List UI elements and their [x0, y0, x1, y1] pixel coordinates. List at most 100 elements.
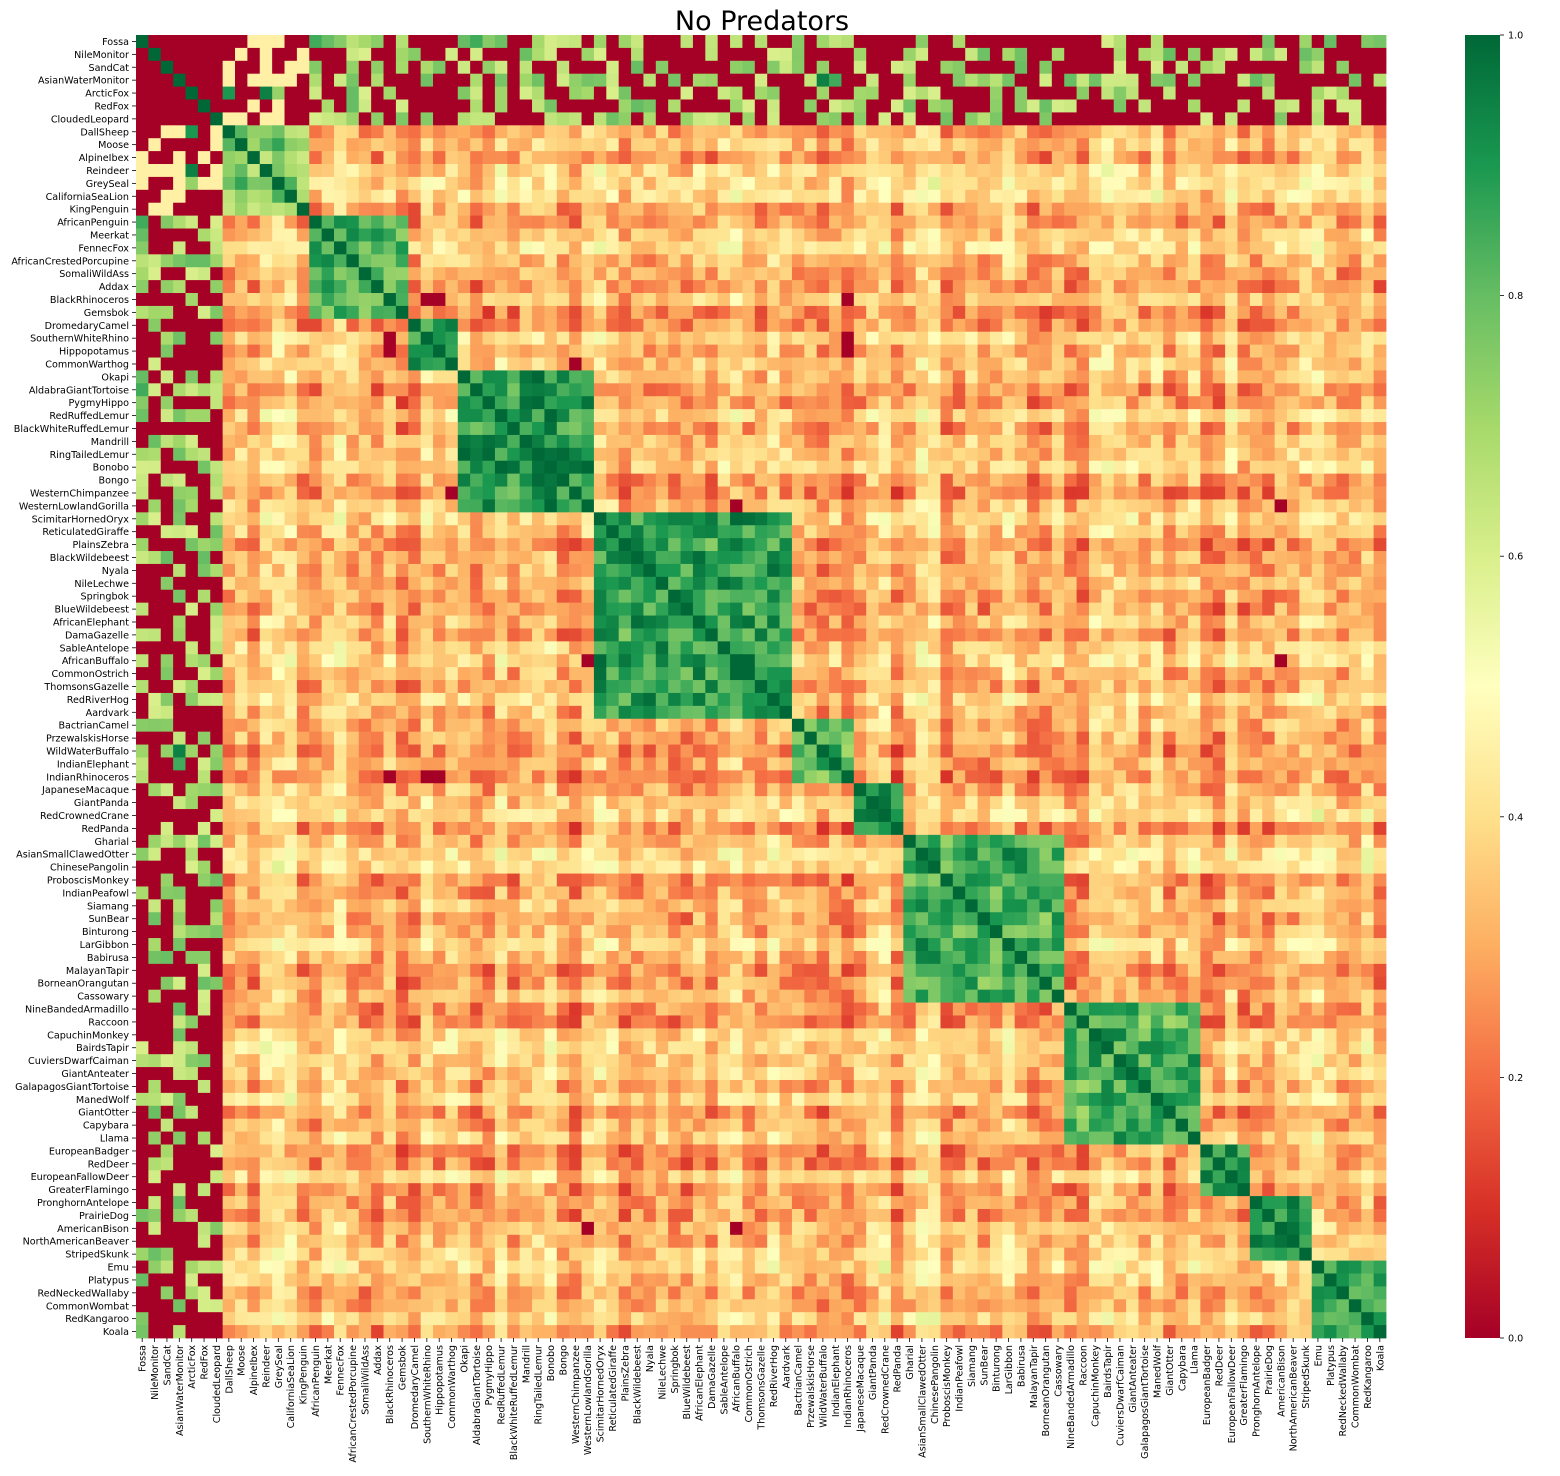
heatmap-cell [185, 409, 199, 423]
heatmap-cell [532, 305, 545, 320]
heatmap-cell [1027, 241, 1040, 255]
heatmap-cell [235, 241, 248, 255]
heatmap-cell [247, 47, 261, 62]
heatmap-cell [197, 280, 211, 294]
heatmap-cell [1101, 409, 1115, 423]
heatmap-cell [1002, 551, 1016, 565]
heatmap-cell [1237, 383, 1251, 397]
heatmap-cell [296, 60, 310, 75]
heatmap-cell [1237, 589, 1251, 604]
heatmap-cell [1200, 370, 1214, 384]
heatmap-cell [1175, 228, 1189, 242]
heatmap-cell [829, 538, 842, 552]
heatmap-cell [136, 293, 149, 307]
heatmap-cell [829, 228, 842, 242]
heatmap-cell [767, 576, 780, 591]
heatmap-cell [1274, 241, 1288, 255]
heatmap-cell [1274, 486, 1288, 500]
heatmap-cell [1101, 47, 1115, 62]
heatmap-cell [717, 60, 731, 75]
heatmap-cell [1027, 305, 1040, 320]
heatmap-cell [371, 73, 384, 88]
heatmap-cell [148, 460, 162, 475]
heatmap-cell [197, 602, 211, 616]
heatmap-cell [816, 176, 830, 191]
heatmap-cell [136, 254, 149, 268]
heatmap-cell [185, 189, 199, 204]
heatmap-cell [1014, 383, 1028, 397]
heatmap-cell [816, 318, 830, 333]
heatmap-cell [1138, 60, 1152, 75]
heatmap-cell [136, 228, 149, 242]
heatmap-cell [1200, 125, 1214, 139]
heatmap-cell [903, 563, 917, 578]
heatmap-cell [272, 293, 285, 307]
heatmap-cell [1299, 35, 1313, 49]
heatmap-cell [1150, 176, 1164, 191]
heatmap-cell [903, 589, 917, 604]
heatmap-cell [185, 60, 199, 75]
heatmap-cell [420, 35, 434, 49]
heatmap-cell [334, 35, 347, 49]
heatmap-cell [878, 60, 892, 75]
heatmap-cell [618, 60, 632, 75]
heatmap-cell [334, 331, 347, 346]
heatmap-cell [1212, 293, 1226, 307]
heatmap-cell [346, 486, 360, 500]
heatmap-cell [1336, 357, 1350, 371]
heatmap-cell [148, 615, 162, 629]
heatmap-cell [519, 576, 533, 591]
heatmap-cell [272, 318, 285, 333]
heatmap-cell [235, 318, 248, 333]
heatmap-cell [1014, 47, 1028, 62]
heatmap-cell [915, 551, 929, 565]
heatmap-cell [259, 86, 273, 100]
heatmap-cell [1150, 305, 1164, 320]
heatmap-cell [989, 370, 1003, 384]
heatmap-cell [618, 344, 632, 358]
heatmap-cell [272, 99, 285, 113]
heatmap-cell [1324, 370, 1337, 384]
heatmap-cell [928, 473, 941, 487]
heatmap-cell [197, 151, 211, 165]
heatmap-cell [655, 667, 669, 681]
heatmap-cell [965, 499, 978, 513]
heatmap-cell [816, 151, 830, 165]
heatmap-cell [482, 60, 496, 75]
heatmap-cell [433, 176, 446, 191]
heatmap-cell [569, 267, 582, 281]
heatmap-cell [420, 357, 434, 371]
heatmap-cell [1311, 589, 1325, 604]
heatmap-cell [1064, 589, 1077, 604]
heatmap-cell [940, 589, 954, 604]
heatmap-cell [1311, 189, 1325, 204]
heatmap-cell [334, 344, 347, 358]
heatmap-cell [197, 215, 211, 229]
heatmap-cell [903, 47, 917, 62]
heatmap-cell [272, 112, 285, 126]
heatmap-cell [309, 254, 323, 268]
heatmap-cell [272, 409, 285, 423]
heatmap-cell [1002, 202, 1016, 217]
heatmap-cell [1200, 396, 1214, 410]
heatmap-cell [680, 486, 694, 500]
heatmap-cell [668, 35, 681, 49]
heatmap-cell [420, 176, 434, 191]
heatmap-cell [705, 138, 719, 152]
heatmap-cell [1002, 305, 1016, 320]
heatmap-cell [915, 654, 929, 668]
heatmap-cell [655, 589, 669, 604]
heatmap-cell [668, 628, 681, 642]
heatmap-cell [977, 344, 991, 358]
heatmap-cell [1076, 370, 1090, 384]
heatmap-cell [1225, 654, 1238, 668]
heatmap-cell [1373, 344, 1387, 358]
heatmap-cell [507, 344, 521, 358]
heatmap-cell [1126, 551, 1139, 565]
heatmap-cell [482, 641, 496, 655]
heatmap-cell [1126, 615, 1139, 629]
heatmap-cell [841, 383, 855, 397]
heatmap-cell [1324, 525, 1337, 539]
heatmap-cell [680, 138, 694, 152]
heatmap-cell [593, 151, 607, 165]
